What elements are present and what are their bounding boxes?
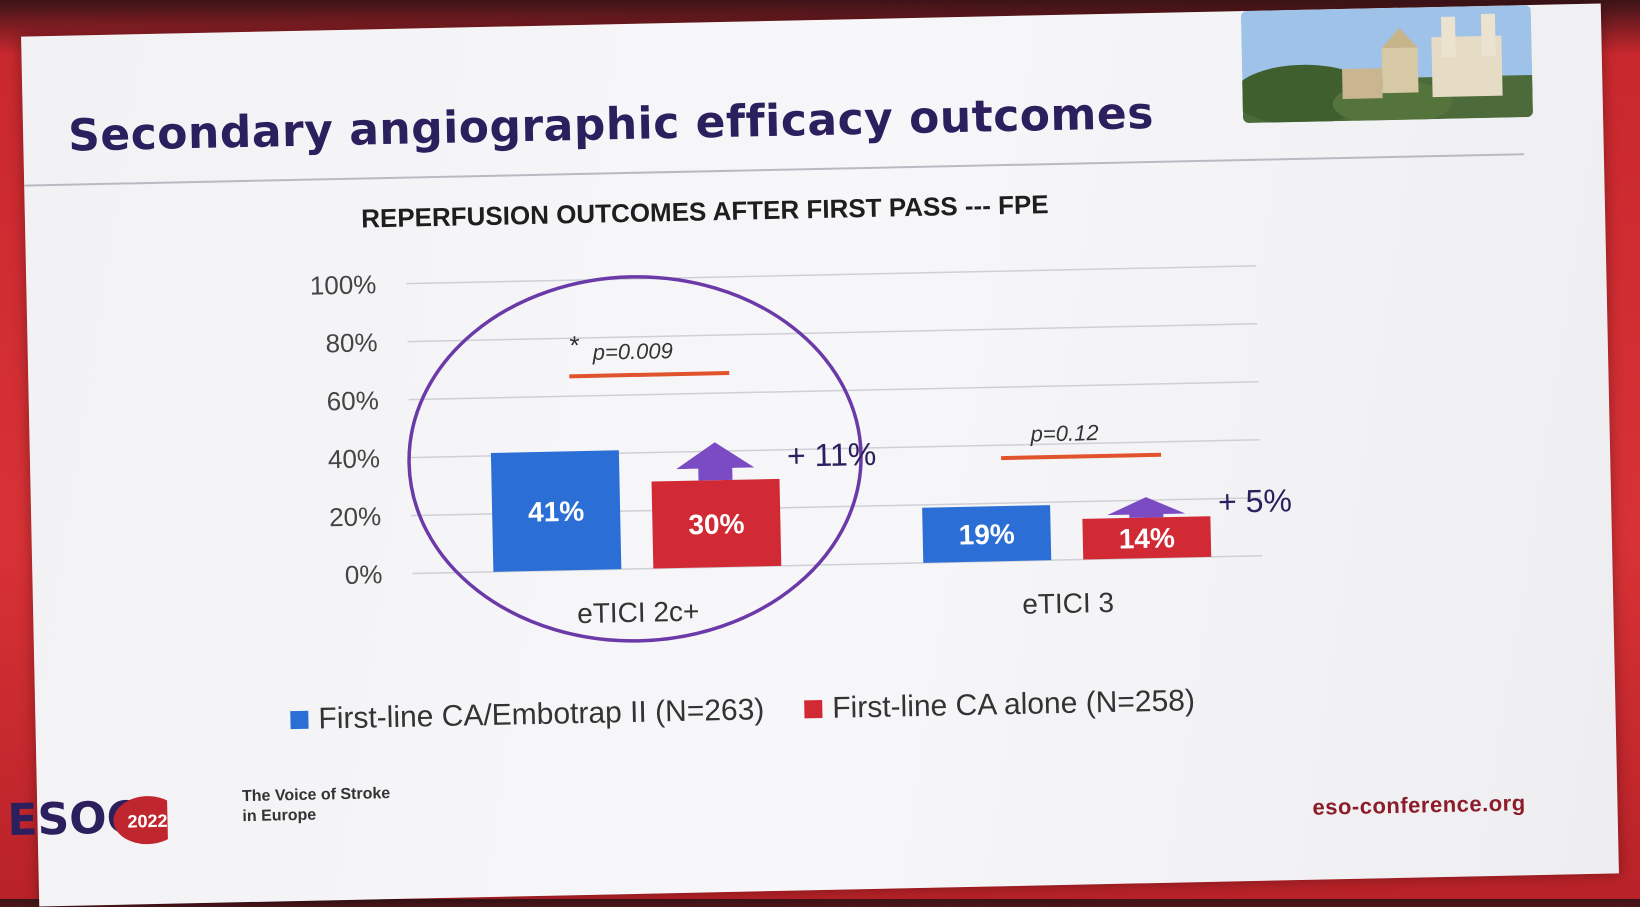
- difference-label: + 5%: [1218, 482, 1293, 520]
- y-tick-label: 60%: [326, 385, 379, 416]
- pvalue-label: p=0.12: [1029, 420, 1098, 446]
- bar-value-label: 14%: [1118, 522, 1175, 554]
- legend-swatch-blue: [290, 710, 309, 730]
- legend-swatch-red: [804, 700, 823, 719]
- gridline: [408, 381, 1259, 401]
- pvalue-line: [569, 370, 730, 379]
- y-tick-label: 20%: [329, 501, 382, 532]
- x-category-label: eTICI 3: [1022, 587, 1114, 620]
- gridline: [407, 323, 1258, 343]
- pvalue-label: p=0.009: [591, 338, 673, 365]
- chart-title: REPERFUSION OUTCOMES AFTER FIRST PASS --…: [361, 189, 1049, 233]
- legend-item-series2: First-line CA alone (N=258): [804, 684, 1195, 726]
- difference-label: + 11%: [787, 436, 877, 474]
- bar-value-label: 19%: [958, 518, 1015, 550]
- legend-item-series1: First-line CA/Embotrap II (N=263): [290, 693, 765, 737]
- slide-title: Secondary angiographic efficacy outcomes: [67, 87, 1155, 162]
- legend: First-line CA/Embotrap II (N=263) First-…: [290, 684, 1195, 737]
- bar: [1082, 516, 1212, 560]
- esoc-logo: ESOC 2022: [7, 792, 169, 846]
- difference-arrow: [1107, 497, 1186, 518]
- x-category-label: eTICI 2c+: [577, 596, 700, 630]
- tagline: The Voice of Stroke in Europe: [241, 785, 391, 826]
- y-tick-label: 100%: [310, 269, 377, 300]
- bar: [651, 478, 782, 569]
- website-url: eso-conference.org: [1312, 790, 1526, 820]
- y-tick-label: 80%: [325, 327, 378, 358]
- bar: [490, 450, 622, 572]
- difference-arrow: [676, 442, 755, 481]
- gridline: [406, 265, 1257, 285]
- legend-label: First-line CA alone (N=258): [831, 684, 1196, 725]
- basilica-photo: [1240, 5, 1534, 124]
- y-tick-label: 0%: [345, 559, 383, 590]
- y-tick-label: 40%: [328, 443, 381, 474]
- significance-marker: *: [569, 330, 580, 360]
- bar-chart: REPERFUSION OUTCOMES AFTER FIRST PASS --…: [310, 189, 1293, 643]
- logo-year: 2022: [127, 811, 167, 832]
- bar: [922, 505, 1052, 563]
- legend-label: First-line CA/Embotrap II (N=263): [318, 693, 765, 736]
- slide: Secondary angiographic efficacy outcomes…: [7, 3, 1619, 907]
- bar-value-label: 30%: [688, 508, 745, 540]
- pvalue-line: [1001, 452, 1162, 461]
- bar-value-label: 41%: [528, 496, 585, 528]
- highlight-circle: [407, 275, 863, 643]
